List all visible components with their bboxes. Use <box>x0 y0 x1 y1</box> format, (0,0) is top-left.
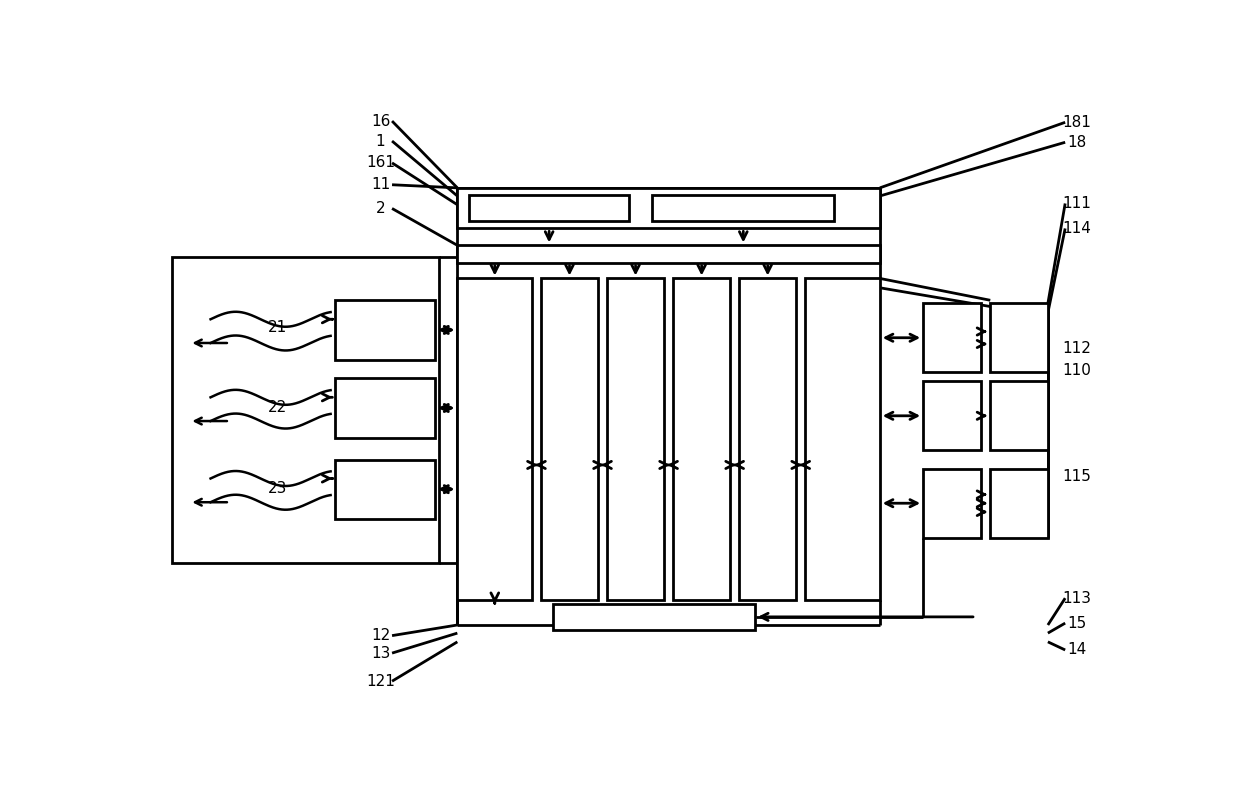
Text: 11: 11 <box>370 178 390 192</box>
Bar <box>554 603 755 630</box>
Bar <box>738 278 797 600</box>
Bar <box>336 460 435 519</box>
Bar <box>607 278 664 600</box>
Bar <box>336 378 435 438</box>
Text: 2: 2 <box>375 201 385 216</box>
Text: 1: 1 <box>375 134 385 148</box>
Text: 161: 161 <box>366 156 395 170</box>
Text: 115: 115 <box>1062 469 1092 484</box>
Bar <box>923 381 981 450</box>
Text: 18: 18 <box>1067 135 1087 150</box>
Bar <box>457 278 533 600</box>
Bar <box>172 256 439 563</box>
Text: 16: 16 <box>370 114 390 129</box>
Text: 181: 181 <box>1062 115 1092 130</box>
Text: 13: 13 <box>370 646 390 661</box>
Text: 22: 22 <box>268 400 287 415</box>
Text: 112: 112 <box>1062 341 1092 356</box>
Bar <box>923 303 981 372</box>
Bar <box>540 278 598 600</box>
Text: 114: 114 <box>1062 221 1092 236</box>
Text: 121: 121 <box>366 674 395 689</box>
Bar <box>457 188 880 229</box>
Bar <box>468 195 629 221</box>
Bar <box>653 195 834 221</box>
Bar <box>673 278 731 600</box>
Bar <box>923 469 981 538</box>
Bar <box>457 245 880 263</box>
Bar <box>990 303 1048 372</box>
Bar <box>805 278 880 600</box>
Text: 110: 110 <box>1062 363 1092 379</box>
Bar <box>990 469 1048 538</box>
Text: 23: 23 <box>268 482 287 496</box>
Text: 21: 21 <box>268 320 287 335</box>
Text: 12: 12 <box>370 628 390 643</box>
Bar <box>336 300 435 359</box>
Text: 113: 113 <box>1062 590 1092 606</box>
Text: 14: 14 <box>1067 642 1087 658</box>
Text: 15: 15 <box>1067 616 1087 631</box>
Text: 111: 111 <box>1062 196 1092 211</box>
Bar <box>990 381 1048 450</box>
